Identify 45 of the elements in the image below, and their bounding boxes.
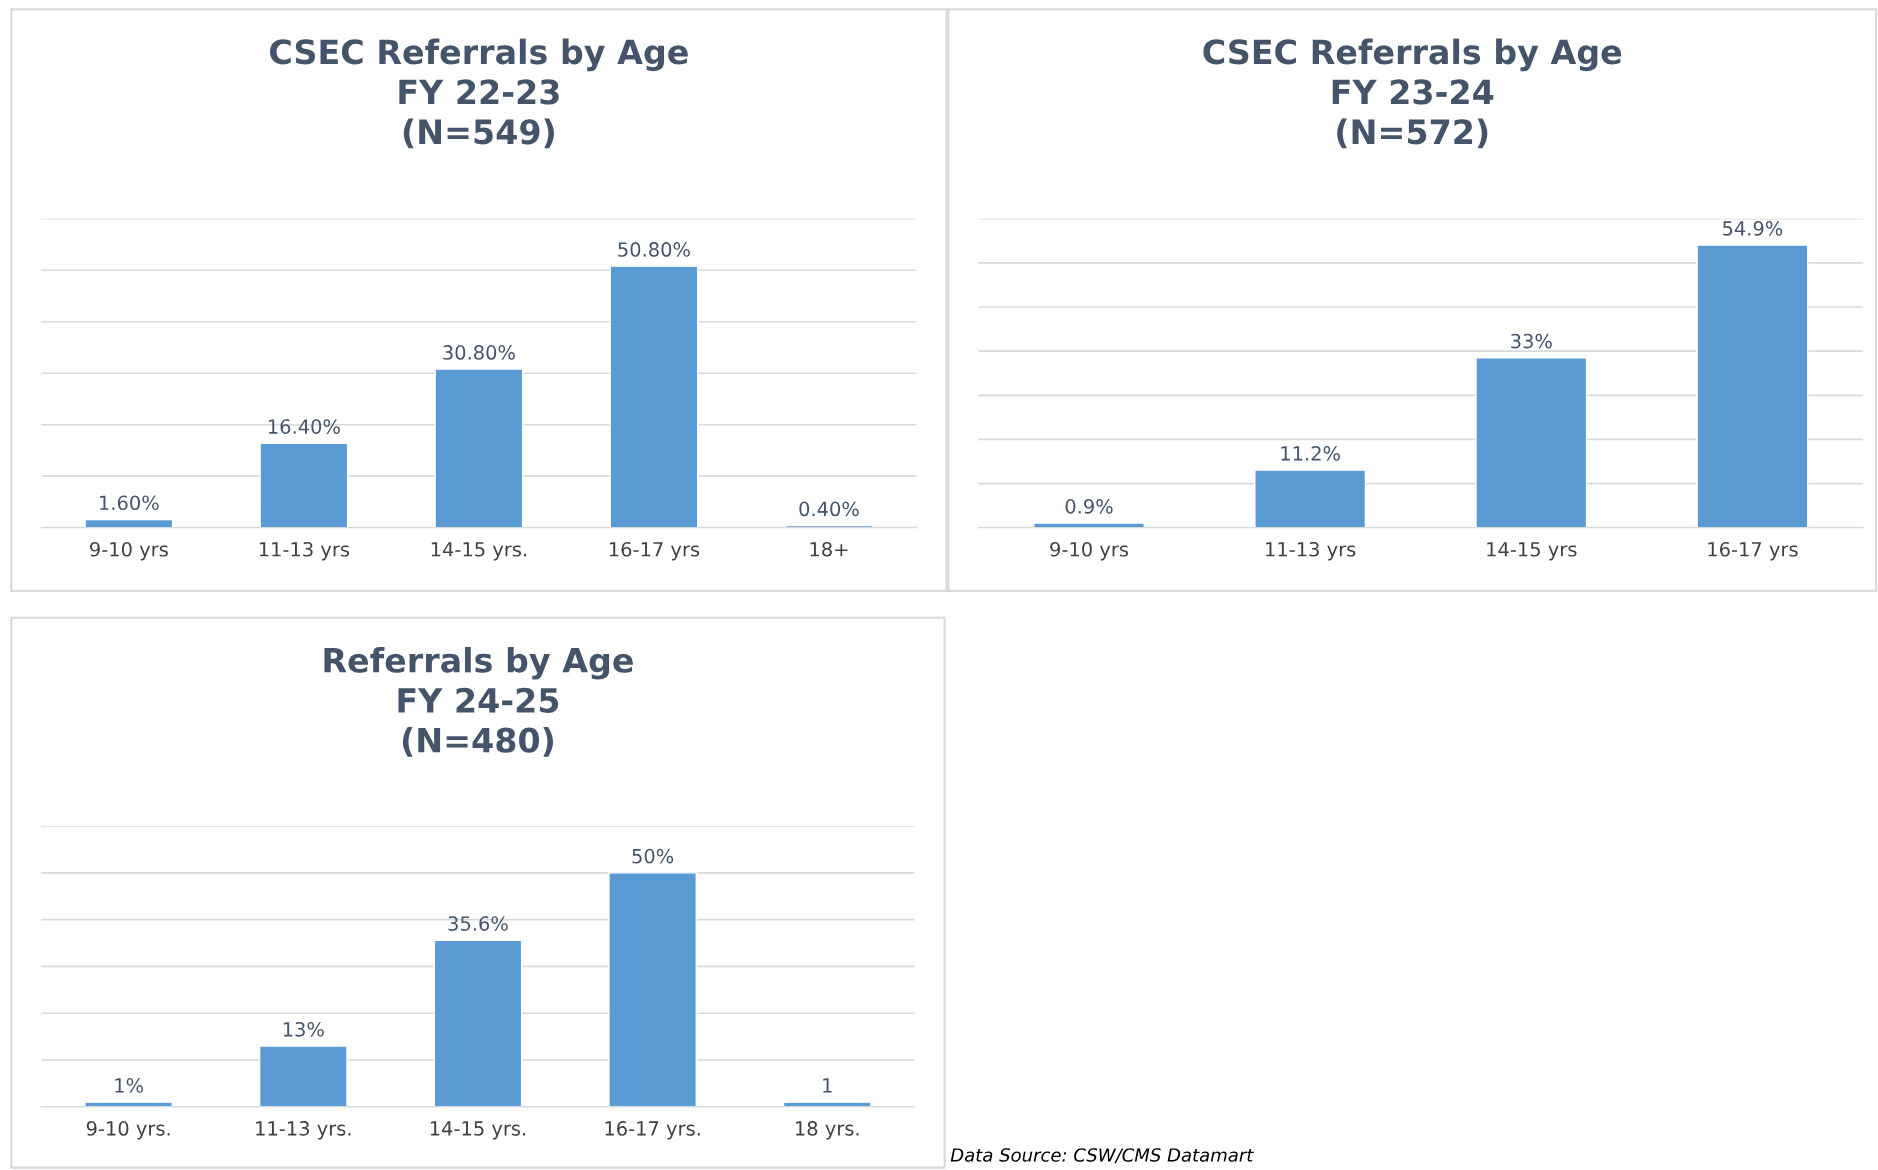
chart-title: CSEC Referrals by Age FY 23-24 (N=572) <box>1203 38 1622 149</box>
data-label: 1% <box>115 1078 143 1093</box>
x-tick-label: 11-13 yrs <box>259 541 350 561</box>
data-label: 0.40% <box>799 501 859 517</box>
data-label: 1 <box>823 1078 832 1093</box>
x-tick-label: 9-10 yrs. <box>86 1121 170 1140</box>
chart-title: CSEC Referrals by Age FY 22-23 (N=549) <box>270 38 688 149</box>
x-tick-label: 11-13 yrs <box>1266 541 1356 561</box>
bar <box>433 939 523 1107</box>
data-label: 50% <box>632 848 674 864</box>
chart-title: Referrals by Age FY 24-25 (N=480) <box>324 647 633 757</box>
data-label: 13% <box>283 1021 324 1037</box>
x-tick-label: 16-17 yrs <box>609 541 700 561</box>
bar <box>1696 244 1809 528</box>
x-tick-label: 14-15 yrs. <box>430 1121 526 1140</box>
source-note: Data Source: CSW/CMS Datamart <box>950 1148 1254 1164</box>
data-label: 11.2% <box>1281 445 1340 461</box>
data-label: 33% <box>1511 333 1552 349</box>
bar <box>609 265 699 528</box>
bar <box>84 518 174 528</box>
bar <box>1033 522 1145 528</box>
x-tick-label: 9-10 yrs <box>90 541 168 561</box>
x-tick-label: 16-17 yrs. <box>605 1121 700 1140</box>
data-label: 30.80% <box>443 345 515 360</box>
data-label: 1.60% <box>100 495 159 511</box>
bar <box>258 1045 348 1107</box>
bar <box>1254 469 1367 528</box>
data-label: 54.9% <box>1723 221 1783 236</box>
data-label: 35.6% <box>448 916 508 931</box>
x-tick-label: 9-10 yrs <box>1050 541 1129 561</box>
bar <box>259 442 349 528</box>
x-tick-label: 18+ <box>810 541 848 557</box>
bar <box>434 368 524 528</box>
data-label: 16.40% <box>268 419 340 434</box>
bar <box>84 1101 174 1107</box>
x-tick-label: 18 yrs. <box>796 1121 859 1140</box>
x-tick-label: 16-17 yrs <box>1708 541 1798 561</box>
bar <box>1475 357 1588 528</box>
x-tick-label: 11-13 yrs. <box>256 1121 351 1140</box>
data-label: 0.9% <box>1065 499 1113 514</box>
bar <box>782 1101 872 1107</box>
x-tick-label: 14-15 yrs <box>1487 542 1577 561</box>
data-label: 50.80% <box>618 242 690 257</box>
x-tick-label: 14-15 yrs. <box>431 542 527 561</box>
bar <box>608 872 697 1107</box>
